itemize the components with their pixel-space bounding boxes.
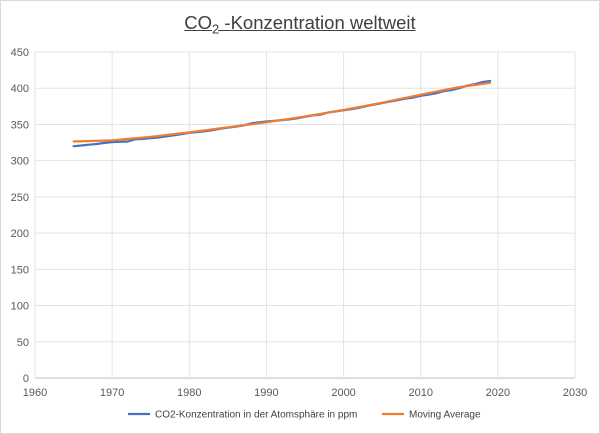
y-tick-label: 400 bbox=[11, 83, 29, 95]
x-tick-label: 2010 bbox=[408, 387, 432, 399]
title-suffix: -Konzentration weltweit bbox=[219, 12, 416, 33]
x-tick-label: 2000 bbox=[331, 387, 355, 399]
x-tick-label: 2020 bbox=[486, 387, 510, 399]
co2-series-line bbox=[72, 79, 492, 148]
y-tick-label: 50 bbox=[17, 337, 29, 349]
y-tick-label: 300 bbox=[11, 156, 29, 168]
legend-label: Moving Average bbox=[409, 410, 481, 421]
moving-average-line bbox=[72, 81, 492, 143]
y-tick-label: 450 bbox=[11, 47, 29, 59]
legend-label: CO2-Konzentration in der Atomsphäre in p… bbox=[155, 410, 357, 421]
y-tick-label: 100 bbox=[11, 301, 29, 313]
chart-title: CO2 -Konzentration weltweit bbox=[0, 12, 600, 37]
x-tick-label: 1960 bbox=[23, 387, 47, 399]
y-tick-label: 250 bbox=[11, 192, 29, 204]
x-tick-label: 1990 bbox=[254, 387, 278, 399]
y-tick-label: 0 bbox=[23, 373, 29, 385]
title-subscript: 2 bbox=[212, 21, 220, 37]
x-tick-label: 1980 bbox=[177, 387, 201, 399]
x-tick-label: 2030 bbox=[563, 387, 587, 399]
y-tick-label: 150 bbox=[11, 264, 29, 276]
title-prefix: CO bbox=[184, 12, 213, 33]
y-tick-label: 350 bbox=[11, 119, 29, 131]
y-tick-label: 200 bbox=[11, 228, 29, 240]
x-tick-label: 1970 bbox=[100, 387, 124, 399]
